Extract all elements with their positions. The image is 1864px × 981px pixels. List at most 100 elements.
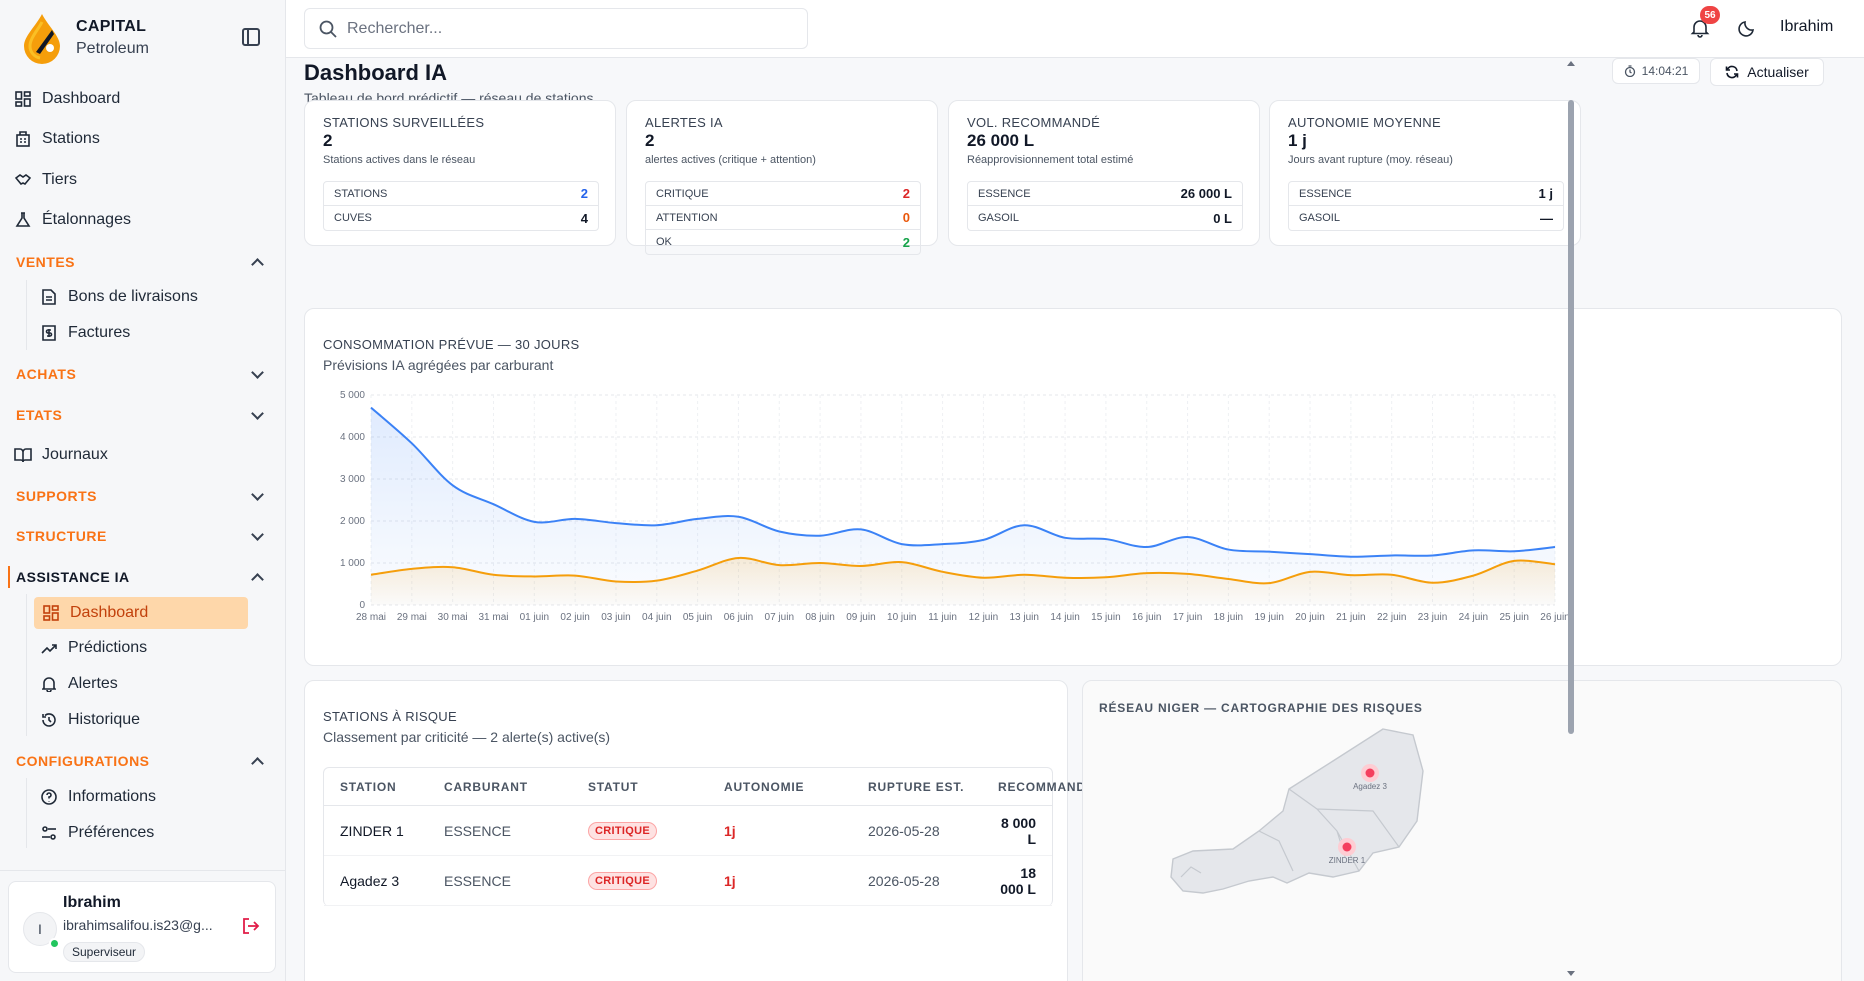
column-header[interactable]: STATION [340,779,397,794]
series-line [370,406,1556,558]
kpi-description: Réapprovisionnement total estimé [967,154,1134,166]
status-badge: CRITIQUE [588,822,657,840]
sidebar-toggle-icon[interactable] [242,28,260,46]
sidebar-item-alertes[interactable]: Alertes [40,670,118,698]
sidebar-item-stations[interactable]: Stations [14,125,100,153]
section-supports[interactable]: SUPPORTS [16,484,268,508]
kpi-row-key: ATTENTION [656,211,718,224]
section-achats[interactable]: ACHATS [16,362,268,386]
rupture-cell: 2026-05-28 [868,872,940,889]
x-tick-label: 14 juin [1050,612,1079,623]
brand-subname: Petroleum [76,40,149,57]
section-label: ETATS [16,407,63,423]
refresh-button[interactable]: Actualiser [1710,58,1824,86]
topbar-username[interactable]: Ibrahim [1780,18,1834,35]
scroll-down-icon[interactable] [1564,969,1578,979]
map-marker-agadez[interactable] [1365,768,1375,778]
section-structure[interactable]: STRUCTURE [16,524,268,548]
moon-icon[interactable] [1738,19,1756,37]
sidebar-item-factures[interactable]: Factures [40,319,130,347]
table-header: STATION CARBURANT STATUT AUTONOMIE RUPTU… [324,768,1095,806]
kpi-breakdown-row: GASOIL 0 L [968,206,1242,230]
section-configurations[interactable]: CONFIGURATIONS [16,749,268,773]
chevron-down-icon [251,365,264,379]
section-etats[interactable]: ETATS [16,403,268,427]
kpi-label: ALERTES IA [645,115,723,130]
sidebar-item-dashboard[interactable]: Dashboard [14,85,120,113]
column-header[interactable]: RECOMMANDÉ [998,779,1095,794]
user-card[interactable]: I Ibrahim ibrahimsalifou.is23@g... Super… [8,881,276,973]
x-tick-label: 15 juin [1091,612,1120,623]
x-tick-label: 07 juin [765,612,794,623]
kpi-row-key: STATIONS [334,187,388,200]
x-tick-label: 06 juin [724,612,753,623]
table-row[interactable]: ZINDER 1 ESSENCE CRITIQUE 1j 2026-05-28 … [324,806,1052,856]
x-tick-label: 02 juin [560,612,589,623]
logout-icon[interactable] [241,916,261,936]
map-marker-label: ZINDER 1 [1329,856,1366,865]
sidebar-item-label: Tiers [42,171,77,188]
main-content: Dashboard IA Tableau de bord prédictif —… [286,58,1864,981]
sidebar-item-bons-de-livraisons[interactable]: Bons de livraisons [40,283,198,311]
sidebar-item-preferences[interactable]: Préférences [40,819,154,847]
column-header[interactable]: CARBURANT [444,779,528,794]
fuel-cell: ESSENCE [444,822,511,839]
section-ventes[interactable]: VENTES [16,250,268,274]
section-label: SUPPORTS [16,488,98,504]
sidebar-item-label: Historique [68,711,141,728]
kpi-breakdown: STATIONS 2 CUVES 4 [323,181,599,231]
x-tick-label: 01 juin [520,612,549,623]
sidebar-item-dashboard-ia[interactable]: Dashboard [34,597,248,629]
scrollbar[interactable] [1564,58,1578,981]
sidebar-item-tiers[interactable]: Tiers [14,166,77,194]
table-row[interactable]: Agadez 3 ESSENCE CRITIQUE 1j 2026-05-28 … [324,856,1052,906]
x-tick-label: 09 juin [846,612,875,623]
kpi-value: 1 j [1288,131,1307,150]
sidebar-item-journaux[interactable]: Journaux [14,441,108,469]
column-header[interactable]: AUTONOMIE [724,779,805,794]
kpi-breakdown-row: CRITIQUE 2 [646,182,920,206]
niger-map[interactable]: Agadez 3 ZINDER 1 [1083,681,1843,981]
map-marker-zinder[interactable] [1342,842,1352,852]
active-section-indicator [8,566,10,588]
section-label: VENTES [16,254,76,270]
kpi-row-value: 2 [580,186,588,201]
column-header[interactable]: RUPTURE EST. [868,779,965,794]
autonomy-cell: 1j [724,872,736,889]
scroll-up-icon[interactable] [1564,58,1578,68]
search-box[interactable] [304,8,808,49]
kpi-breakdown: ESSENCE 1 j GASOIL — [1288,181,1564,231]
search-input[interactable] [347,19,787,38]
chevron-up-icon [251,756,264,770]
kpi-description: Jours avant rupture (moy. réseau) [1288,154,1453,166]
kpi-card: AUTONOMIE MOYENNE 1 j Jours avant ruptur… [1269,100,1581,246]
sidebar-item-etalonnages[interactable]: Étalonnages [14,206,131,234]
invoice-icon [40,324,58,342]
kpi-value: 2 [323,131,333,150]
kpi-description: alertes actives (critique + attention) [645,154,816,166]
sidebar-item-informations[interactable]: Informations [40,783,156,811]
sidebar-item-predictions[interactable]: Prédictions [40,634,147,662]
column-header[interactable]: STATUT [588,779,639,794]
sidebar: CAPITAL Petroleum Dashboard Stations Tie… [0,0,286,981]
section-label: STRUCTURE [16,528,107,544]
series-line [370,556,1556,585]
y-tick-label: 1 000 [340,558,365,569]
recommended-cell: 8 000 L [1000,814,1036,847]
kpi-row-key: GASOIL [1299,212,1340,224]
flask-icon [14,211,32,229]
chart-subtitle: Prévisions IA agrégées par carburant [323,357,554,373]
scroll-thumb[interactable] [1568,100,1574,734]
sidebar-item-label: Dashboard [42,90,121,107]
sidebar-item-historique[interactable]: Historique [40,706,140,734]
kpi-row-value: 2 [902,186,910,201]
timer-icon [1624,65,1635,77]
map-marker-label: Agadez 3 [1353,782,1387,791]
region-borders [1258,788,1400,872]
user-email: ibrahimsalifou.is23@g... [63,917,213,933]
bell-icon [40,675,58,693]
section-assistance-ia[interactable]: ASSISTANCE IA [16,565,268,589]
y-tick-label: 0 [359,600,365,611]
y-tick-label: 4 000 [340,432,365,443]
brand[interactable]: CAPITAL Petroleum [16,12,270,64]
